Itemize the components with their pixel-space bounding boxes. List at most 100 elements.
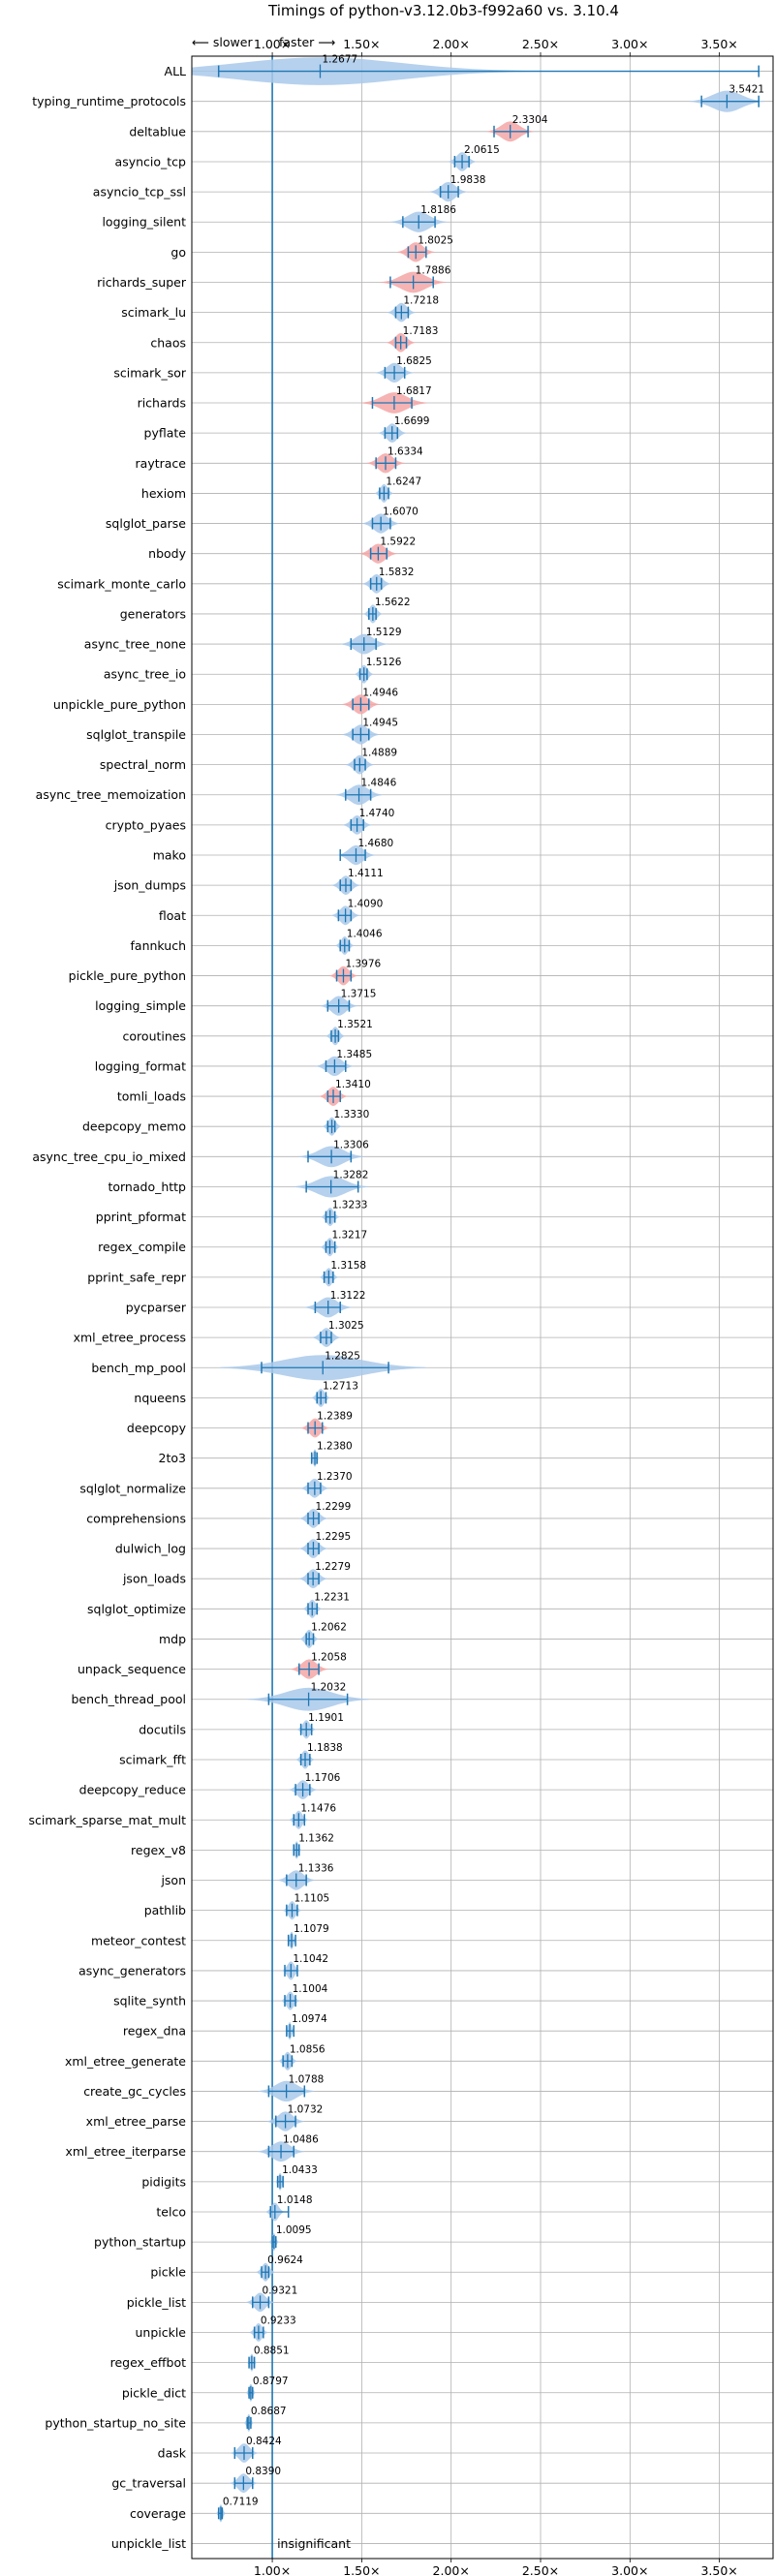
x-tick-label-bottom: 1.00× bbox=[254, 2563, 291, 2576]
benchmark-name: pycparser bbox=[126, 1301, 187, 1315]
value-label: 1.6247 bbox=[386, 475, 421, 487]
value-label: 1.8186 bbox=[420, 204, 456, 216]
benchmark-name: pickle_dict bbox=[122, 2385, 186, 2400]
value-label: 1.3282 bbox=[333, 1169, 369, 1181]
value-label: 0.9321 bbox=[263, 2285, 298, 2296]
value-label: 2.3304 bbox=[512, 114, 548, 126]
value-label: 1.6699 bbox=[394, 415, 430, 427]
value-label: 1.4945 bbox=[362, 717, 398, 728]
value-label: 1.2279 bbox=[315, 1561, 351, 1573]
x-tick-label-top: 1.50× bbox=[343, 37, 380, 51]
value-label: 1.4111 bbox=[348, 868, 384, 879]
benchmark-name: raytrace bbox=[136, 456, 187, 471]
violin-marks: 1.2677 3.5421 2.3304 2.0615 1.9838 1.8186 1.80… bbox=[192, 54, 764, 2551]
faster-direction-label: faster ⟶ bbox=[279, 35, 335, 49]
benchmark-name: sqlglot_parse bbox=[106, 516, 186, 531]
value-label: 0.8797 bbox=[253, 2376, 289, 2387]
value-label: 1.2062 bbox=[311, 1621, 347, 1633]
benchmark-name: deltablue bbox=[129, 124, 186, 138]
benchmark-name: scimark_fft bbox=[119, 1752, 186, 1766]
value-label: 1.0788 bbox=[289, 2073, 325, 2085]
benchmark-name: json bbox=[160, 1873, 186, 1887]
value-label: 2.0615 bbox=[464, 144, 500, 156]
x-tick-label-top: 2.00× bbox=[433, 37, 470, 51]
benchmark-name: xml_etree_process bbox=[74, 1331, 186, 1345]
x-tick-label-bottom: 1.50× bbox=[343, 2563, 380, 2576]
benchmark-name: pprint_safe_repr bbox=[87, 1270, 187, 1284]
benchmark-name: pickle_list bbox=[127, 2295, 186, 2310]
value-label: 0.8851 bbox=[254, 2346, 290, 2357]
benchmark-name: deepcopy bbox=[127, 1421, 187, 1435]
benchmark-name: create_gc_cycles bbox=[83, 2084, 186, 2099]
value-label: 1.0095 bbox=[276, 2224, 312, 2236]
benchmark-name: pyflate bbox=[144, 426, 187, 441]
value-label: 1.2380 bbox=[317, 1441, 353, 1453]
benchmark-name: unpickle_pure_python bbox=[53, 697, 186, 712]
benchmark-name: json_loads bbox=[122, 1572, 186, 1586]
value-label: 1.4846 bbox=[361, 778, 397, 789]
benchmark-name: async_tree_memoization bbox=[36, 787, 186, 802]
value-label: 1.3306 bbox=[333, 1139, 369, 1150]
benchmark-name: async_tree_io bbox=[104, 667, 186, 682]
value-label: 1.2389 bbox=[317, 1411, 353, 1423]
value-label: 1.0974 bbox=[292, 2013, 327, 2025]
benchmark-name: spectral_norm bbox=[100, 757, 186, 772]
benchmark-name: dask bbox=[158, 2446, 187, 2461]
value-label: 1.2713 bbox=[323, 1380, 358, 1392]
benchmark-name: pidigits bbox=[141, 2174, 186, 2189]
benchmark-name: pathlib bbox=[144, 1903, 186, 1917]
chart-title: Timings of python-v3.12.0b3-f992a60 vs. … bbox=[267, 2, 619, 19]
x-tick-label-top: 3.00× bbox=[611, 37, 648, 51]
value-label: 1.6070 bbox=[383, 506, 418, 518]
value-label: 1.3217 bbox=[331, 1230, 367, 1242]
value-label: 1.0486 bbox=[283, 2134, 319, 2146]
value-label: 1.7183 bbox=[403, 325, 439, 337]
value-label: 0.8424 bbox=[246, 2436, 282, 2447]
x-tick-label-bottom: 3.00× bbox=[611, 2563, 648, 2576]
value-label: 1.1105 bbox=[294, 1893, 329, 1905]
benchmark-name: typing_runtime_protocols bbox=[32, 94, 186, 108]
x-tick-label-bottom: 2.50× bbox=[522, 2563, 559, 2576]
benchmark-name: scimark_sor bbox=[113, 365, 186, 380]
x-tick-label-top: 2.50× bbox=[522, 37, 559, 51]
benchmark-name: float bbox=[159, 908, 186, 923]
benchmark-name: xml_etree_generate bbox=[65, 2054, 186, 2069]
grid-lines bbox=[192, 56, 773, 2559]
benchmark-name: ALL bbox=[165, 64, 187, 78]
x-tick-label-bottom: 2.00× bbox=[433, 2563, 470, 2576]
benchmark-name: pickle_pure_python bbox=[69, 968, 186, 983]
value-label: 1.3410 bbox=[335, 1079, 371, 1090]
value-label: 1.2677 bbox=[322, 54, 357, 66]
benchmark-name: mdp bbox=[159, 1632, 186, 1646]
value-label: 1.1838 bbox=[307, 1742, 343, 1754]
benchmark-name: regex_effbot bbox=[110, 2355, 186, 2370]
value-label: 1.1079 bbox=[294, 1923, 329, 1935]
benchmark-name: scimark_lu bbox=[121, 305, 186, 320]
benchmark-name: meteor_contest bbox=[91, 1933, 186, 1947]
value-label: 1.6817 bbox=[396, 385, 432, 397]
benchmark-name: bench_thread_pool bbox=[71, 1692, 186, 1706]
benchmark-name: sqlite_synth bbox=[113, 1994, 186, 2009]
benchmark-name: richards bbox=[138, 396, 186, 411]
value-label: 1.5129 bbox=[366, 627, 402, 638]
value-label: 1.4889 bbox=[361, 748, 397, 759]
benchmark-name: logging_simple bbox=[95, 998, 186, 1013]
x-tick-label-top: 1.00× bbox=[254, 37, 291, 51]
benchmark-name: asyncio_tcp bbox=[115, 154, 187, 169]
value-label: 0.8687 bbox=[251, 2406, 287, 2417]
benchmark-name: asyncio_tcp_ssl bbox=[93, 185, 186, 199]
value-label: 1.5922 bbox=[380, 537, 416, 548]
plot-frame bbox=[191, 55, 774, 2560]
x-tick-labels: 1.00× 1.00× 1.50× 1.50× 2.00× 2.00× 2.50× 2.50×… bbox=[254, 37, 738, 2576]
benchmark-name: pprint_pformat bbox=[96, 1210, 186, 1224]
benchmark-name: python_startup bbox=[94, 2235, 186, 2250]
value-label: 1.1336 bbox=[298, 1863, 334, 1875]
benchmark-name: async_generators bbox=[78, 1963, 186, 1978]
insignificant-label: insignificant bbox=[277, 2536, 351, 2551]
benchmark-name: sqlglot_transpile bbox=[86, 727, 186, 742]
value-label: 1.3485 bbox=[336, 1049, 372, 1060]
benchmark-name: nbody bbox=[148, 546, 186, 561]
benchmark-name: tornado_http bbox=[108, 1180, 186, 1194]
value-label: 1.1042 bbox=[293, 1953, 328, 1965]
